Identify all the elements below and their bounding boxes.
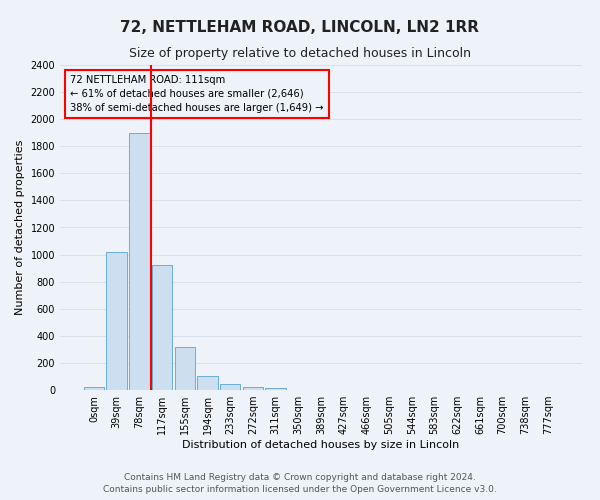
Bar — [265, 388, 286, 390]
Bar — [175, 346, 195, 390]
Y-axis label: Number of detached properties: Number of detached properties — [15, 140, 25, 315]
X-axis label: Distribution of detached houses by size in Lincoln: Distribution of detached houses by size … — [182, 440, 460, 450]
Bar — [129, 132, 149, 390]
Bar — [197, 376, 218, 390]
Bar — [152, 266, 172, 390]
Text: 72, NETTLEHAM ROAD, LINCOLN, LN2 1RR: 72, NETTLEHAM ROAD, LINCOLN, LN2 1RR — [121, 20, 479, 35]
Text: Contains HM Land Registry data © Crown copyright and database right 2024.: Contains HM Land Registry data © Crown c… — [124, 474, 476, 482]
Bar — [242, 386, 263, 390]
Bar — [106, 252, 127, 390]
Bar — [84, 388, 104, 390]
Text: Size of property relative to detached houses in Lincoln: Size of property relative to detached ho… — [129, 48, 471, 60]
Bar — [220, 384, 241, 390]
Text: 72 NETTLEHAM ROAD: 111sqm
← 61% of detached houses are smaller (2,646)
38% of se: 72 NETTLEHAM ROAD: 111sqm ← 61% of detac… — [70, 74, 324, 113]
Text: Contains public sector information licensed under the Open Government Licence v3: Contains public sector information licen… — [103, 485, 497, 494]
